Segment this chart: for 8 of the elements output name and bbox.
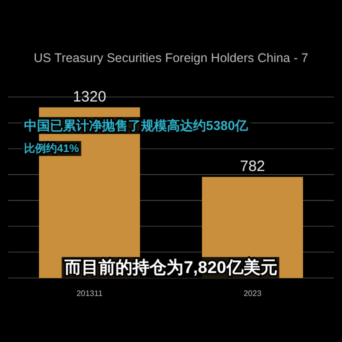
annotation: 而目前的持仓为7,820亿美元 xyxy=(64,258,278,277)
x-tick-label: 201311 xyxy=(76,289,104,298)
title: US Treasury Securities Foreign Holders China - 7 xyxy=(34,51,308,65)
data-label: 782 xyxy=(240,158,266,175)
x-tick-label: 2023 xyxy=(244,289,262,298)
annotation: 比例约41% xyxy=(24,142,80,155)
annotation: 中国已累计净抛售了规模高达约5380亿 xyxy=(24,118,249,133)
data-label: 1320 xyxy=(72,88,106,106)
